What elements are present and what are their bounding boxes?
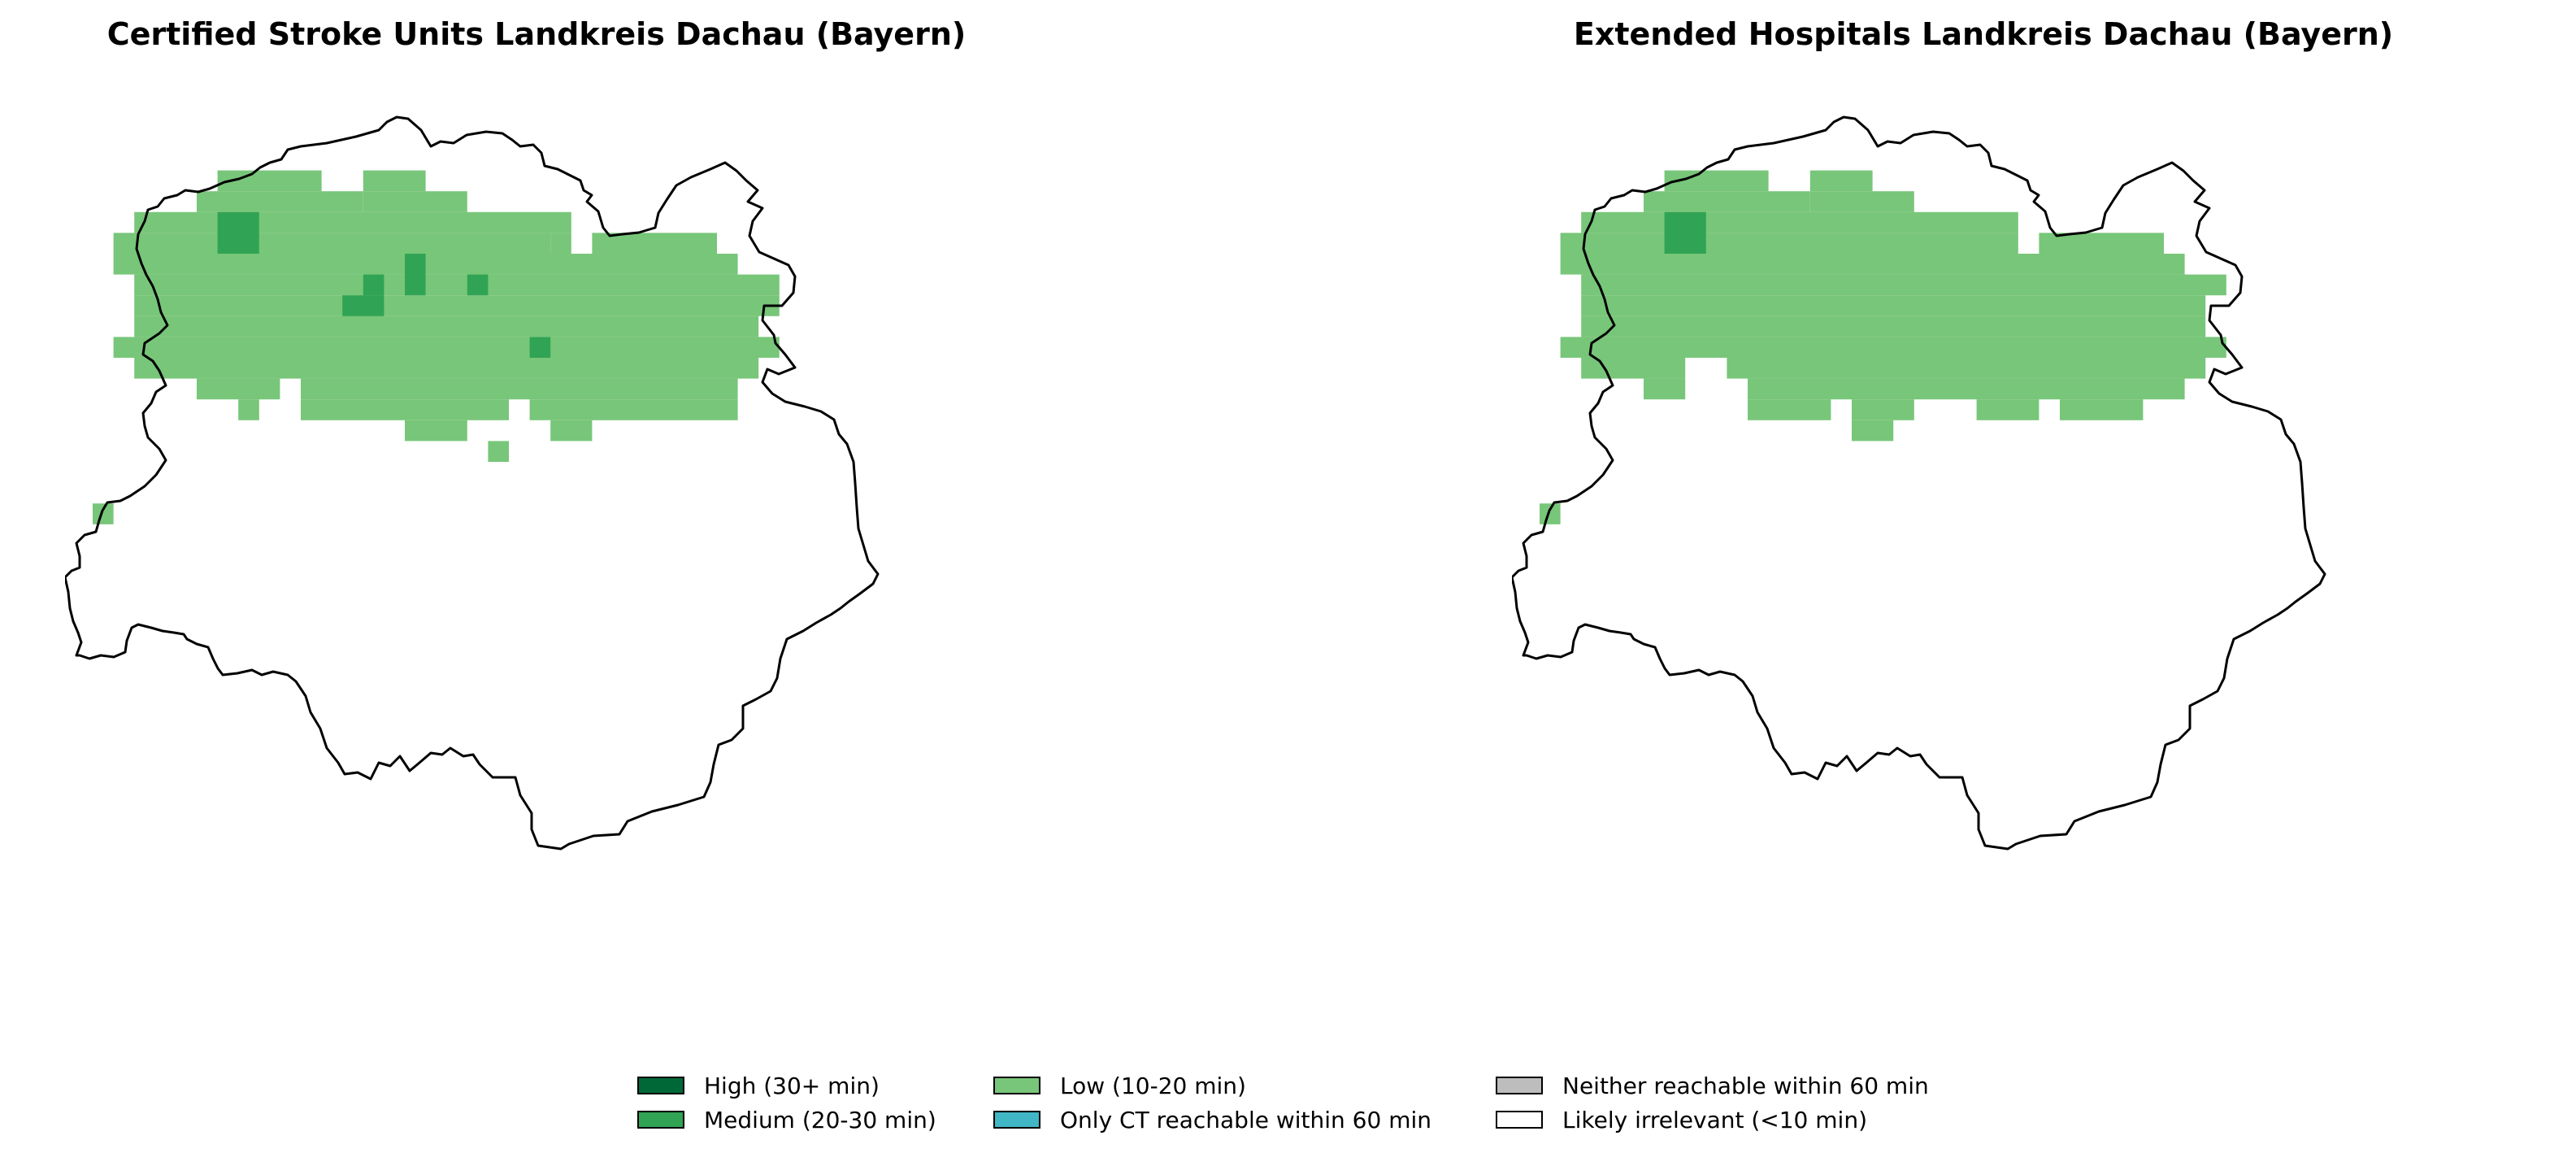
coverage-cell-medium bbox=[529, 337, 551, 358]
legend-label: Medium (20-30 min) bbox=[704, 1106, 936, 1133]
coverage-cell-low bbox=[134, 211, 571, 233]
coverage-cell-low bbox=[1727, 358, 2206, 379]
coverage-cell-low bbox=[301, 378, 738, 400]
coverage-cell-low bbox=[1560, 337, 2226, 358]
map-title-stroke-units: Certified Stroke Units Landkreis Dachau … bbox=[106, 16, 967, 52]
coverage-cell-medium bbox=[405, 254, 426, 296]
coverage-cell-low bbox=[1540, 503, 1561, 524]
coverage-cell-low bbox=[134, 358, 759, 379]
legend-swatch-high bbox=[637, 1077, 684, 1094]
legend-item-low: Low (10-20 min) bbox=[993, 1072, 1246, 1099]
coverage-cell-low bbox=[1852, 420, 1894, 442]
coverage-cell-low bbox=[134, 315, 759, 337]
coverage-cell-low bbox=[93, 503, 114, 524]
coverage-cell-low bbox=[1976, 399, 2040, 420]
coverage-cell-low bbox=[1581, 315, 2206, 337]
legend-item-neither: Neither reachable within 60 min bbox=[1496, 1072, 1929, 1099]
coverage-cell-low bbox=[113, 233, 551, 254]
coverage-cell-low bbox=[134, 274, 780, 296]
coverage-cell-medium bbox=[467, 274, 489, 296]
district-boundary bbox=[65, 115, 880, 851]
coverage-cell-low bbox=[550, 420, 593, 442]
coverage-cell-low bbox=[197, 378, 280, 400]
coverage-cell-medium bbox=[363, 274, 384, 296]
district-boundary bbox=[1512, 115, 2326, 851]
coverage-cell-low bbox=[363, 191, 467, 212]
coverage-cell-medium bbox=[1664, 211, 1706, 254]
coverage-cell-low bbox=[1560, 254, 2185, 275]
coverage-cell-low bbox=[488, 441, 509, 462]
coverage-cell-low bbox=[301, 399, 509, 420]
coverage-grid bbox=[1540, 170, 2226, 524]
legend-swatch-irrelevant bbox=[1496, 1111, 1543, 1129]
coverage-cell-low bbox=[2060, 399, 2144, 420]
legend-swatch-medium bbox=[637, 1111, 684, 1129]
legend-item-high: High (30+ min) bbox=[637, 1072, 880, 1099]
coverage-cell-low bbox=[1852, 399, 1914, 420]
coverage-cell-low bbox=[1644, 378, 1686, 400]
coverage-cell-low bbox=[134, 295, 780, 316]
coverage-cell-low bbox=[197, 191, 363, 212]
legend-label: Only CT reachable within 60 min bbox=[1060, 1106, 1432, 1133]
legend-label: Low (10-20 min) bbox=[1060, 1072, 1246, 1099]
coverage-cell-low bbox=[238, 399, 259, 420]
legend-item-ct-only: Only CT reachable within 60 min bbox=[993, 1106, 1431, 1133]
coverage-cell-low bbox=[1809, 170, 1873, 192]
legend-label: Neither reachable within 60 min bbox=[1562, 1072, 1929, 1099]
coverage-cell-low bbox=[405, 420, 467, 442]
coverage-cell-medium bbox=[342, 295, 384, 316]
coverage-grid bbox=[93, 170, 780, 524]
coverage-cell-low bbox=[1748, 378, 2185, 400]
legend-item-irrelevant: Likely irrelevant (<10 min) bbox=[1496, 1106, 1867, 1133]
coverage-cell-low bbox=[1581, 295, 2206, 316]
coverage-cell-low bbox=[1581, 211, 2018, 233]
map-extended-hospitals bbox=[1512, 115, 2326, 851]
map-stroke-units bbox=[65, 115, 880, 851]
legend-swatch-neither bbox=[1496, 1077, 1543, 1094]
legend-swatch-low bbox=[993, 1077, 1040, 1094]
coverage-cell-low bbox=[1581, 358, 1686, 379]
legend-swatch-ct-only bbox=[993, 1111, 1040, 1129]
coverage-cell-low bbox=[1748, 399, 1831, 420]
coverage-cell-low bbox=[529, 399, 738, 420]
legend-item-medium: Medium (20-30 min) bbox=[637, 1106, 936, 1133]
legend-label: Likely irrelevant (<10 min) bbox=[1562, 1106, 1867, 1133]
coverage-cell-low bbox=[1809, 191, 1914, 212]
coverage-cell-low bbox=[363, 170, 426, 192]
coverage-cell-low bbox=[550, 233, 571, 254]
coverage-cell-low bbox=[1581, 274, 2226, 296]
coverage-cell-low bbox=[1644, 191, 1810, 212]
coverage-cell-medium bbox=[217, 211, 259, 254]
coverage-cell-low bbox=[1560, 233, 2018, 254]
legend-label: High (30+ min) bbox=[704, 1072, 880, 1099]
map-title-extended-hospitals: Extended Hospitals Landkreis Dachau (Bay… bbox=[1573, 16, 2394, 52]
coverage-cell-low bbox=[113, 337, 780, 358]
legend: High (30+ min) Medium (20-30 min) Low (1… bbox=[637, 1072, 1970, 1145]
